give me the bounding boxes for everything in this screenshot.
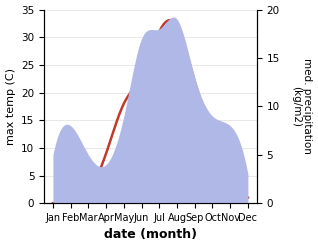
X-axis label: date (month): date (month) <box>104 228 197 242</box>
Y-axis label: med. precipitation
(kg/m2): med. precipitation (kg/m2) <box>291 59 313 154</box>
Y-axis label: max temp (C): max temp (C) <box>5 68 16 145</box>
